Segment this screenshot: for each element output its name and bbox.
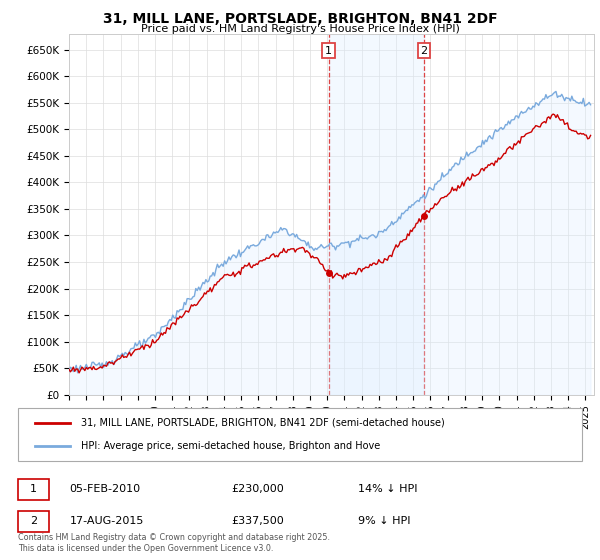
FancyBboxPatch shape — [18, 408, 582, 461]
Text: 14% ↓ HPI: 14% ↓ HPI — [358, 484, 417, 494]
Text: 31, MILL LANE, PORTSLADE, BRIGHTON, BN41 2DF (semi-detached house): 31, MILL LANE, PORTSLADE, BRIGHTON, BN41… — [81, 418, 445, 427]
Text: £230,000: £230,000 — [231, 484, 284, 494]
Text: 2: 2 — [30, 516, 37, 526]
FancyBboxPatch shape — [18, 511, 49, 532]
Bar — [329, 34, 424, 395]
Text: 31, MILL LANE, PORTSLADE, BRIGHTON, BN41 2DF: 31, MILL LANE, PORTSLADE, BRIGHTON, BN41… — [103, 12, 497, 26]
Text: £337,500: £337,500 — [231, 516, 284, 526]
Text: 9% ↓ HPI: 9% ↓ HPI — [358, 516, 410, 526]
Text: 17-AUG-2015: 17-AUG-2015 — [70, 516, 144, 526]
Text: 05-FEB-2010: 05-FEB-2010 — [70, 484, 141, 494]
Text: Price paid vs. HM Land Registry's House Price Index (HPI): Price paid vs. HM Land Registry's House … — [140, 24, 460, 34]
Text: 1: 1 — [325, 45, 332, 55]
Text: 2: 2 — [421, 45, 427, 55]
Text: Contains HM Land Registry data © Crown copyright and database right 2025.
This d: Contains HM Land Registry data © Crown c… — [18, 534, 330, 553]
FancyBboxPatch shape — [18, 479, 49, 500]
Text: HPI: Average price, semi-detached house, Brighton and Hove: HPI: Average price, semi-detached house,… — [81, 441, 380, 451]
Text: 1: 1 — [30, 484, 37, 494]
